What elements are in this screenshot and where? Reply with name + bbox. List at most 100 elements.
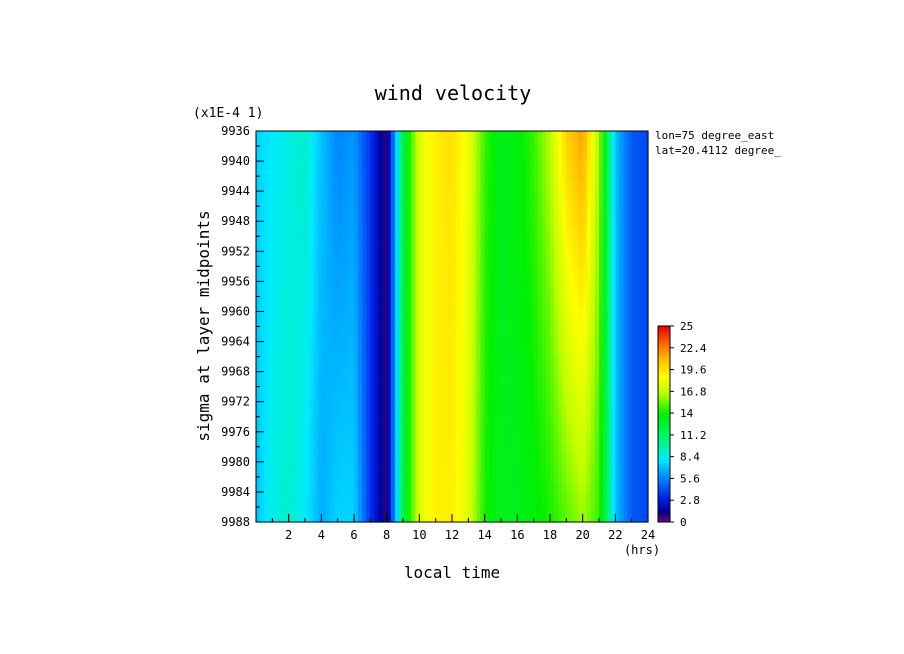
heatmap-cell: [529, 248, 535, 259]
heatmap-cell: [362, 346, 367, 357]
heatmap-cell: [435, 189, 441, 201]
heatmap-cell: [366, 140, 371, 152]
heatmap-cell: [447, 199, 453, 210]
heatmap-cell: [505, 170, 510, 181]
heatmap-cell: [529, 258, 535, 269]
heatmap-cell: [533, 453, 539, 464]
heatmap-cell: [439, 443, 445, 455]
heatmap-cell: [260, 355, 265, 367]
heatmap-cell: [333, 199, 339, 210]
heatmap-cell: [305, 385, 310, 396]
heatmap-cell: [284, 287, 290, 298]
heatmap-cell: [329, 434, 335, 445]
heatmap-cell: [321, 492, 327, 504]
heatmap-cell: [611, 306, 616, 318]
heatmap-cell: [619, 482, 625, 494]
heatmap-cell: [276, 404, 282, 416]
heatmap-cell: [341, 228, 347, 240]
heatmap-cell: [525, 502, 531, 513]
heatmap-cell: [386, 346, 392, 357]
heatmap-cell: [366, 394, 371, 406]
heatmap-cell: [358, 394, 363, 406]
heatmap-cell: [582, 267, 588, 279]
heatmap-cell: [447, 473, 453, 484]
colorbar-label: 8.4: [680, 451, 700, 464]
heatmap-cell: [374, 238, 380, 249]
heatmap-cell: [394, 463, 400, 474]
heatmap-cell: [268, 453, 273, 464]
heatmap-cell: [305, 365, 310, 376]
heatmap-cell: [545, 512, 551, 523]
heatmap-cell: [570, 160, 576, 171]
heatmap-cell: [394, 258, 400, 269]
heatmap-cell: [439, 502, 445, 513]
heatmap-cell: [260, 492, 265, 504]
heatmap-cell: [529, 277, 535, 289]
heatmap-cell: [366, 199, 371, 210]
heatmap-cell: [488, 482, 494, 494]
heatmap-cell: [272, 131, 278, 142]
heatmap-cell: [558, 424, 563, 435]
heatmap-cell: [570, 424, 576, 435]
heatmap-cell: [615, 277, 621, 289]
heatmap-cell: [619, 258, 625, 269]
heatmap-cell: [398, 375, 404, 386]
heatmap-cell: [452, 443, 457, 455]
heatmap-cell: [492, 424, 498, 435]
heatmap-cell: [570, 228, 576, 240]
heatmap-cell: [443, 258, 449, 269]
heatmap-cell: [480, 346, 486, 357]
heatmap-cell: [603, 453, 608, 464]
heatmap-cell: [292, 326, 298, 337]
heatmap-cell: [635, 385, 641, 396]
heatmap-cell: [554, 306, 559, 318]
heatmap-cell: [374, 394, 380, 406]
heatmap-cell: [599, 277, 604, 289]
heatmap-cell: [309, 209, 314, 220]
heatmap-cell: [623, 355, 629, 367]
heatmap-cell: [472, 473, 478, 484]
heatmap-cell: [590, 306, 596, 318]
heatmap-cell: [337, 248, 343, 259]
heatmap-cell: [358, 473, 363, 484]
heatmap-cell: [411, 306, 416, 318]
heatmap-cell: [492, 492, 498, 504]
heatmap-cell: [394, 473, 400, 484]
heatmap-cell: [317, 385, 322, 396]
heatmap-cell: [456, 170, 461, 181]
heatmap-cell: [578, 326, 584, 337]
heatmap-cell: [570, 463, 576, 474]
heatmap-cell: [484, 267, 490, 279]
heatmap-cell: [488, 306, 494, 318]
heatmap-cell: [264, 209, 269, 220]
heatmap-cell: [509, 512, 514, 523]
heatmap-cell: [472, 316, 478, 328]
heatmap-cell: [280, 394, 286, 406]
heatmap-cell: [313, 365, 318, 376]
heatmap-cell: [398, 414, 404, 425]
heatmap-cell: [521, 453, 527, 464]
heatmap-cell: [419, 209, 425, 220]
heatmap-cell: [562, 512, 567, 523]
heatmap-cell: [317, 140, 322, 152]
heatmap-cell: [521, 218, 527, 230]
heatmap-cell: [517, 199, 523, 210]
heatmap-cell: [439, 209, 445, 220]
heatmap-cell: [488, 140, 494, 152]
heatmap-cell: [362, 267, 367, 279]
heatmap-cell: [313, 267, 318, 279]
heatmap-cell: [643, 160, 649, 171]
heatmap-cell: [443, 482, 449, 494]
heatmap-cell: [496, 170, 502, 181]
heatmap-cell: [611, 443, 616, 455]
heatmap-cell: [321, 463, 327, 474]
heatmap-cell: [476, 199, 482, 210]
heatmap-cell: [411, 218, 416, 230]
heatmap-cell: [562, 336, 567, 347]
heatmap-cell: [411, 179, 416, 191]
heatmap-cell: [550, 170, 555, 181]
heatmap-cell: [415, 336, 420, 347]
heatmap-cell: [492, 199, 498, 210]
heatmap-cell: [590, 209, 596, 220]
heatmap-cell: [407, 228, 412, 240]
